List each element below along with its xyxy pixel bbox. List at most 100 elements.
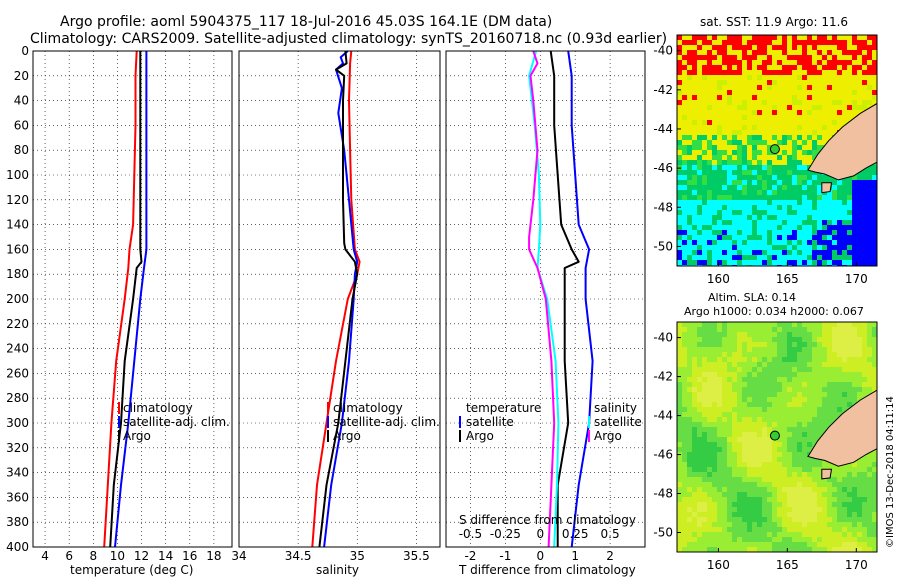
map-cell	[847, 185, 853, 191]
map-cell	[692, 387, 698, 393]
map-cell	[822, 255, 828, 261]
map-cell	[707, 40, 713, 46]
map-cell	[752, 547, 758, 552]
map-cell	[772, 392, 778, 398]
map-cell	[727, 115, 733, 121]
map-cell	[782, 195, 788, 201]
x-tick-label: 35	[350, 549, 365, 563]
map-cell	[687, 205, 693, 211]
map-cell	[747, 522, 753, 528]
map-cell	[817, 482, 823, 488]
map-cell	[847, 492, 853, 498]
map-cell	[742, 70, 748, 76]
map-cell	[862, 40, 868, 46]
map-cell	[797, 397, 803, 403]
map-cell	[842, 487, 848, 493]
map-cell	[807, 45, 813, 51]
map-cell	[817, 80, 823, 86]
map-cell	[862, 210, 868, 216]
map-cell	[722, 195, 728, 201]
map-cell	[787, 492, 793, 498]
map-cell	[827, 245, 833, 251]
map-lat-label: -44	[653, 409, 673, 423]
map-cell	[792, 392, 798, 398]
map-cell	[832, 80, 838, 86]
map-cell	[817, 367, 823, 373]
depth-tick-label: 180	[6, 267, 29, 281]
map-cell	[817, 412, 823, 418]
map-cell	[812, 352, 818, 358]
map-cell	[767, 55, 773, 61]
map-cell	[687, 70, 693, 76]
map-cell	[767, 195, 773, 201]
map-cell	[707, 225, 713, 231]
map-cell	[872, 260, 877, 266]
map-cell	[742, 160, 748, 166]
map-cell	[802, 195, 808, 201]
map-cell	[817, 50, 823, 56]
map-cell	[792, 417, 798, 423]
map-cell	[747, 357, 753, 363]
map-cell	[827, 412, 833, 418]
map-cell	[782, 220, 788, 226]
map-cell	[692, 522, 698, 528]
map-cell	[717, 105, 723, 111]
map-cell	[742, 372, 748, 378]
map-cell	[777, 240, 783, 246]
map-cell	[747, 115, 753, 121]
map-cell	[827, 342, 833, 348]
map-cell	[697, 472, 703, 478]
map-cell	[817, 527, 823, 533]
map-cell	[872, 512, 877, 518]
map-cell	[732, 100, 738, 106]
map-lat-label: -46	[653, 448, 673, 462]
map-cell	[802, 427, 808, 433]
x-tick-label: -2	[464, 549, 476, 563]
map-cell	[752, 422, 758, 428]
map-cell	[687, 250, 693, 256]
map-cell	[692, 432, 698, 438]
map-cell	[752, 105, 758, 111]
map-cell	[807, 120, 813, 126]
map-cell	[697, 135, 703, 141]
map-cell	[782, 492, 788, 498]
map-cell	[762, 462, 768, 468]
map-cell	[752, 120, 758, 126]
map-cell	[712, 382, 718, 388]
map-cell	[812, 125, 818, 131]
map-cell	[787, 457, 793, 463]
map-cell	[687, 240, 693, 246]
map-cell	[707, 402, 713, 408]
map-cell	[837, 337, 843, 343]
map-cell	[867, 527, 873, 533]
map-cell	[807, 437, 813, 443]
title-line-1: Argo profile: aoml 5904375_117 18-Jul-20…	[60, 14, 552, 30]
map-cell	[802, 467, 808, 473]
map-cell	[837, 467, 843, 473]
map-cell	[847, 347, 853, 353]
map-cell	[697, 260, 703, 266]
map-cell	[682, 517, 688, 523]
map-cell	[682, 140, 688, 146]
map-cell	[687, 522, 693, 528]
map-cell	[762, 225, 768, 231]
map-cell	[822, 250, 828, 256]
map-cell	[682, 327, 688, 333]
map-cell	[712, 95, 718, 101]
map-cell	[752, 255, 758, 261]
map-cell	[757, 95, 763, 101]
map-cell	[872, 40, 877, 46]
map-cell	[752, 372, 758, 378]
map-cell	[727, 472, 733, 478]
map-cell	[682, 377, 688, 383]
map-cell	[802, 487, 808, 493]
map-cell	[682, 115, 688, 121]
map-cell	[717, 357, 723, 363]
map-cell	[722, 235, 728, 241]
map-cell	[717, 497, 723, 503]
map-cell	[837, 342, 843, 348]
map-cell	[732, 352, 738, 358]
map-cell	[717, 70, 723, 76]
map-cell	[697, 437, 703, 443]
map-cell	[697, 527, 703, 533]
